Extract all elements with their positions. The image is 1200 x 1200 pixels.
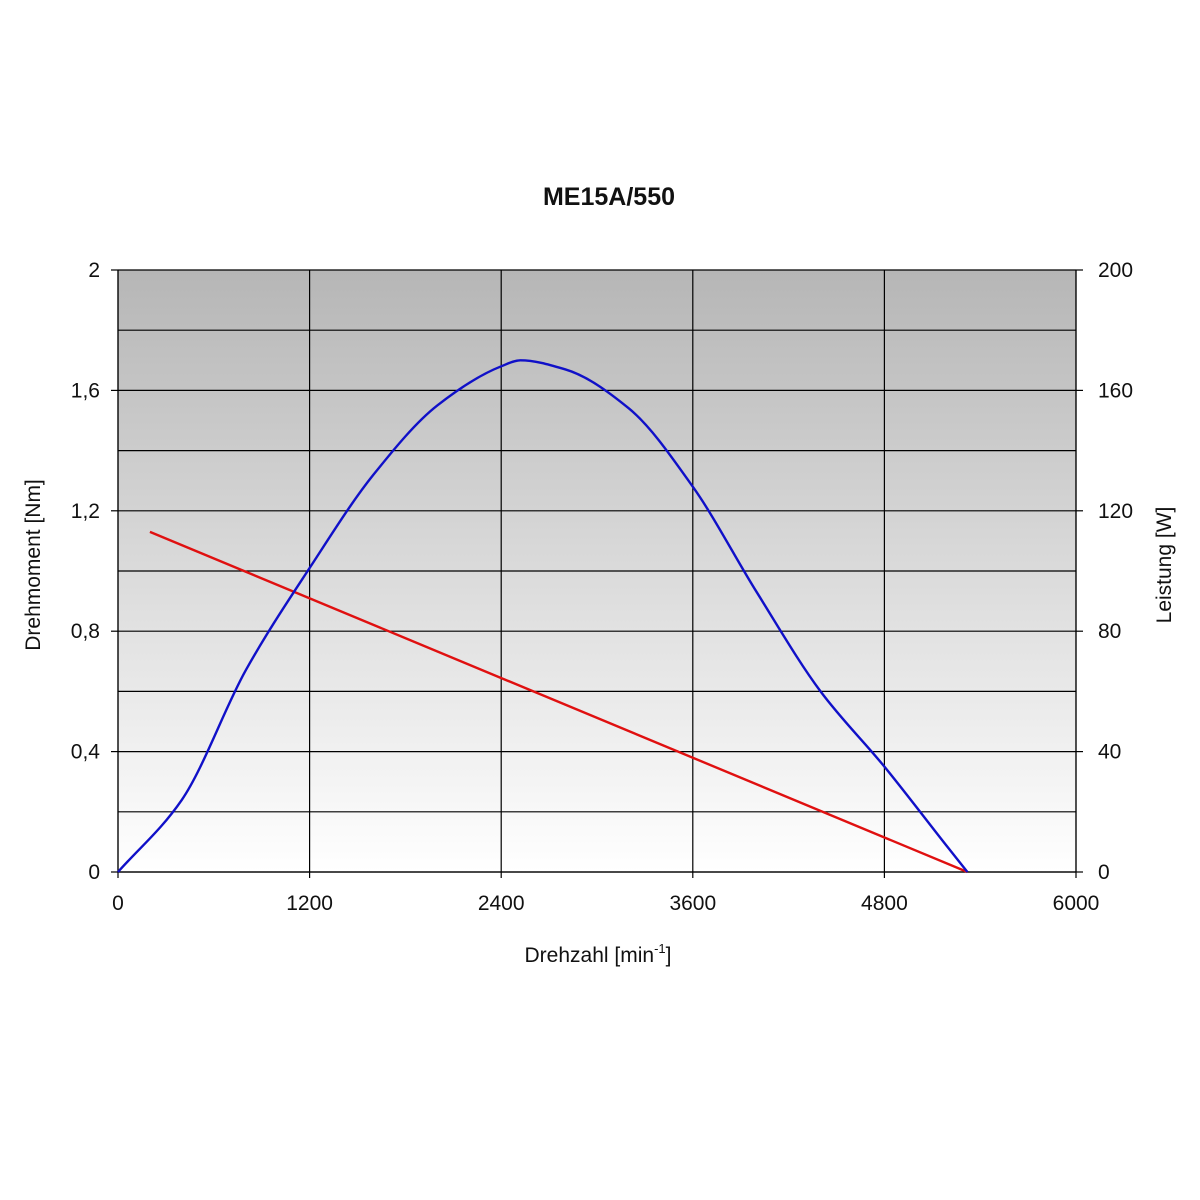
x-axis-label-base: Drehzahl [min — [525, 944, 655, 967]
x-tick-label: 0 — [112, 892, 124, 915]
series-torque-line — [149, 530, 968, 874]
series-power-line — [117, 359, 969, 873]
x-tick-label: 6000 — [1053, 892, 1100, 915]
series — [117, 359, 969, 874]
chart-title: ME15A/550 — [543, 183, 675, 211]
y-left-tick-label: 1,6 — [71, 379, 100, 402]
y-left-tick-label: 0,8 — [71, 620, 100, 643]
x-tick-label: 3600 — [669, 892, 716, 915]
x-tick-label: 2400 — [478, 892, 525, 915]
axes — [111, 269, 1083, 878]
y-right-tick-label: 40 — [1098, 741, 1121, 764]
y-left-tick-label: 0 — [88, 861, 100, 884]
tick-labels: 0 0,4 0,8 1,2 1,6 2 0 40 80 120 160 200 0 1200 2400 360… — [71, 259, 1133, 915]
y-axis-right-label: Leistung [W] — [1153, 507, 1176, 624]
x-axis-label-end: ] — [666, 944, 672, 967]
x-tick-label: 4800 — [861, 892, 908, 915]
y-left-tick-label: 1,2 — [71, 500, 100, 523]
y-right-tick-label: 80 — [1098, 620, 1121, 643]
y-right-tick-label: 200 — [1098, 259, 1133, 282]
y-axis-left-label: Drehmoment [Nm] — [22, 479, 45, 651]
x-tick-label: 1200 — [286, 892, 333, 915]
y-right-tick-label: 0 — [1098, 861, 1110, 884]
y-left-tick-label: 2 — [88, 259, 100, 282]
gridlines — [117, 269, 1077, 873]
y-right-tick-label: 160 — [1098, 379, 1133, 402]
y-left-tick-label: 0,4 — [71, 741, 101, 764]
x-axis-label-sup: -1 — [654, 941, 666, 956]
y-right-tick-label: 120 — [1098, 500, 1133, 523]
x-axis-label: Drehzahl [min-1] — [525, 941, 672, 967]
